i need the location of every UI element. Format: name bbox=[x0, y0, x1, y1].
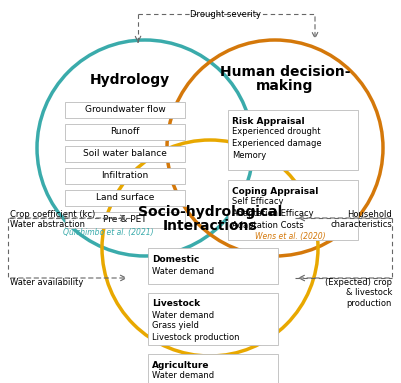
Text: Quichimbo et al. (2021): Quichimbo et al. (2021) bbox=[63, 228, 153, 236]
Text: Grass yield: Grass yield bbox=[152, 321, 199, 331]
Text: Drought severity: Drought severity bbox=[190, 10, 261, 19]
Text: Pre & PET: Pre & PET bbox=[103, 216, 147, 224]
Text: Hydrology: Hydrology bbox=[90, 73, 170, 87]
Text: Water demand: Water demand bbox=[152, 267, 214, 277]
Text: Land surface: Land surface bbox=[96, 193, 154, 203]
Text: Water availability: Water availability bbox=[10, 278, 83, 287]
FancyBboxPatch shape bbox=[65, 146, 185, 162]
Text: Adaptation Efficacy: Adaptation Efficacy bbox=[232, 210, 314, 218]
Text: Infiltration: Infiltration bbox=[101, 172, 149, 180]
Text: Crop coefficient (kc)
Water abstraction: Crop coefficient (kc) Water abstraction bbox=[10, 210, 95, 229]
FancyBboxPatch shape bbox=[65, 190, 185, 206]
Text: Socio-hydrological: Socio-hydrological bbox=[138, 205, 282, 219]
Text: Runoff: Runoff bbox=[110, 128, 140, 136]
Text: Household
characteristics: Household characteristics bbox=[330, 210, 392, 229]
Text: making: making bbox=[256, 79, 314, 93]
FancyBboxPatch shape bbox=[65, 102, 185, 118]
FancyBboxPatch shape bbox=[148, 293, 278, 345]
FancyBboxPatch shape bbox=[148, 248, 278, 284]
Text: Memory: Memory bbox=[232, 152, 266, 160]
Text: Groundwater flow: Groundwater flow bbox=[85, 105, 165, 115]
Text: Livestock: Livestock bbox=[152, 300, 200, 308]
Text: Water demand: Water demand bbox=[152, 372, 214, 380]
FancyBboxPatch shape bbox=[148, 354, 278, 383]
FancyBboxPatch shape bbox=[228, 180, 358, 240]
Text: Experienced drought: Experienced drought bbox=[232, 128, 320, 136]
FancyBboxPatch shape bbox=[65, 124, 185, 140]
FancyBboxPatch shape bbox=[65, 212, 185, 228]
Text: Coping Appraisal: Coping Appraisal bbox=[232, 187, 318, 195]
FancyBboxPatch shape bbox=[228, 110, 358, 170]
Text: Soil water balance: Soil water balance bbox=[83, 149, 167, 159]
Text: (Expected) crop
& livestock
production: (Expected) crop & livestock production bbox=[325, 278, 392, 308]
Text: Livestock production: Livestock production bbox=[152, 332, 239, 342]
Text: Risk Appraisal: Risk Appraisal bbox=[232, 116, 305, 126]
Text: Self Efficacy: Self Efficacy bbox=[232, 198, 284, 206]
Text: Agriculture: Agriculture bbox=[152, 360, 209, 370]
Text: Adaptation Costs: Adaptation Costs bbox=[232, 221, 304, 231]
Text: Human decision-: Human decision- bbox=[220, 65, 350, 79]
Text: Water demand: Water demand bbox=[152, 311, 214, 319]
FancyBboxPatch shape bbox=[65, 168, 185, 184]
Text: Domestic: Domestic bbox=[152, 254, 199, 264]
Text: Wens et al. (2020): Wens et al. (2020) bbox=[255, 232, 325, 242]
Text: Interactions: Interactions bbox=[163, 219, 257, 233]
Text: Experienced damage: Experienced damage bbox=[232, 139, 322, 149]
